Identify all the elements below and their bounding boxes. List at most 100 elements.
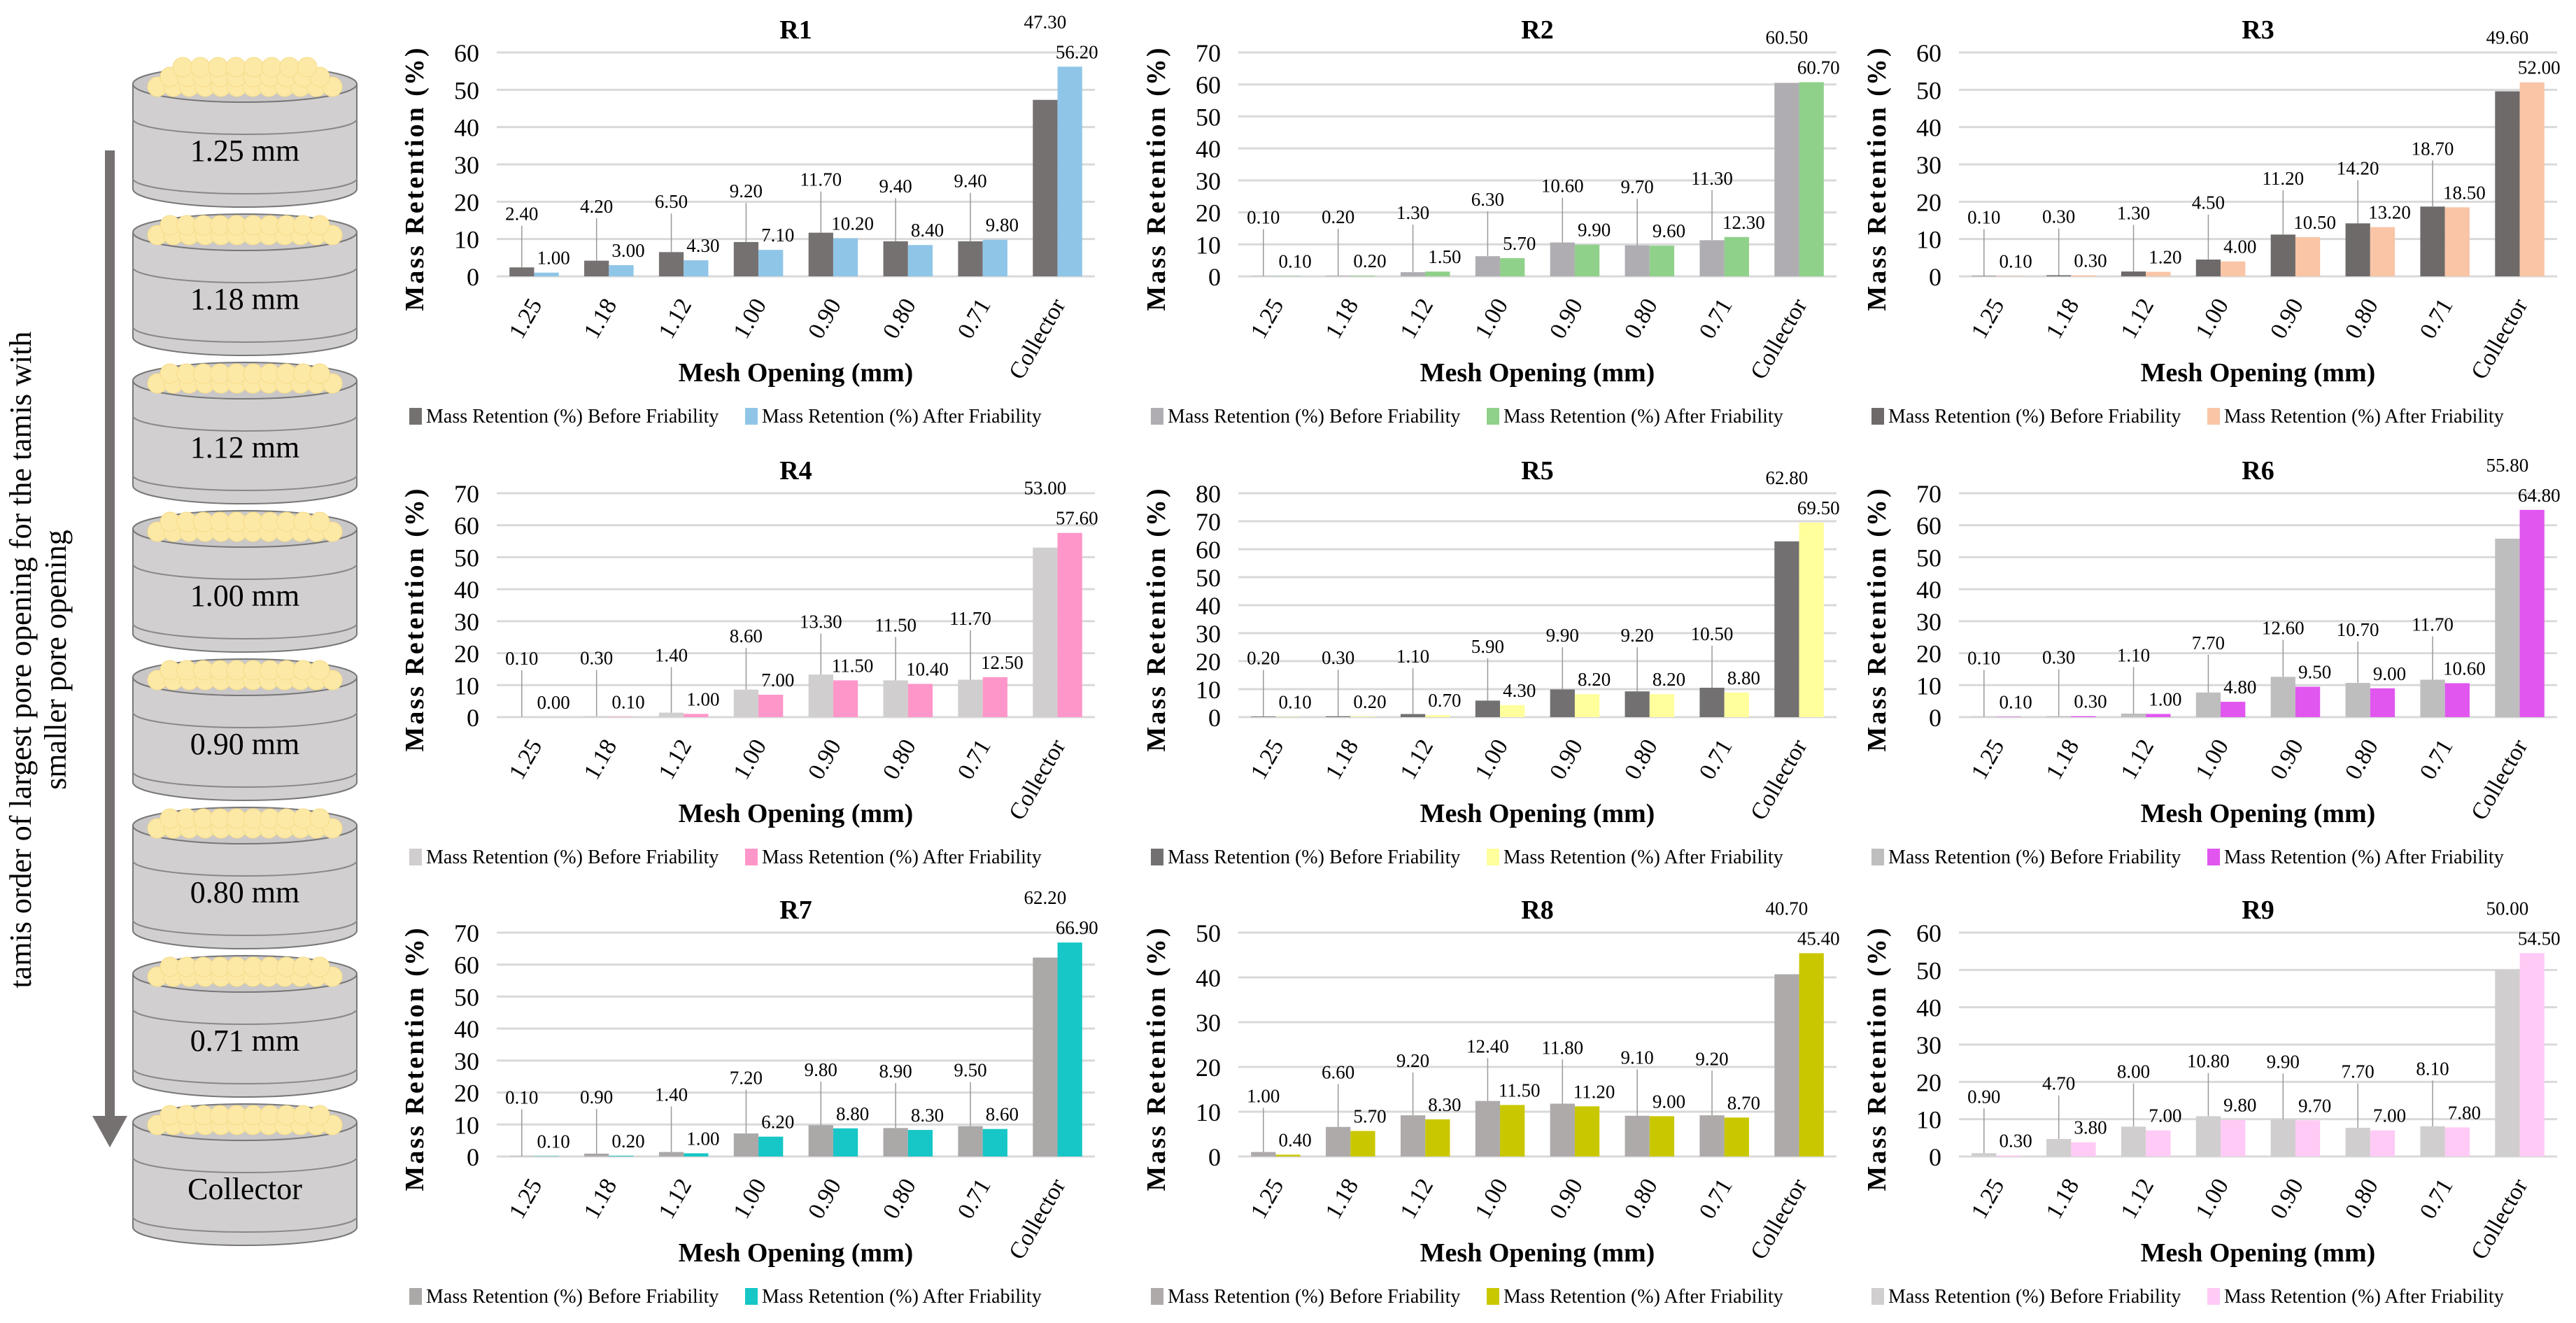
- chart-title: R2: [1521, 15, 1553, 45]
- bar-after: [2520, 510, 2545, 717]
- data-label: 6.60: [1322, 1062, 1354, 1083]
- legend-label: Mass Retention (%) Before Friability: [1168, 847, 1460, 868]
- y-tick-label: 50: [454, 76, 479, 104]
- y-tick-label: 30: [454, 151, 479, 179]
- data-label: 64.80: [2518, 485, 2561, 506]
- x-tick-label: 0.90: [1545, 1175, 1588, 1224]
- x-tick-label: Collector: [1004, 735, 1071, 825]
- x-tick-label: Collector: [2466, 294, 2533, 384]
- bar-after: [534, 273, 558, 276]
- data-label: 0.10: [1967, 206, 2000, 227]
- data-label: 9.90: [1546, 625, 1579, 646]
- bar-after: [2146, 714, 2170, 717]
- bead-icon: [310, 215, 330, 235]
- y-tick-label: 30: [1196, 1009, 1221, 1037]
- bar-after: [684, 1153, 708, 1156]
- x-axis-label: Mesh Opening (mm): [2141, 799, 2376, 828]
- bead-icon: [280, 57, 299, 77]
- data-label: 10.80: [2187, 1051, 2230, 1072]
- data-label: 9.20: [1621, 625, 1654, 646]
- bar-after: [1725, 1117, 1749, 1156]
- x-tick-label: 0.71: [953, 295, 996, 344]
- x-tick-label: 0.90: [2265, 295, 2309, 344]
- x-tick-label: 1.18: [579, 295, 622, 344]
- x-tick-label: 1.00: [728, 1175, 772, 1224]
- data-label: 1.00: [686, 688, 719, 709]
- data-label: 0.00: [537, 692, 569, 713]
- bar-before: [1401, 714, 1425, 717]
- data-label: 1.00: [1247, 1085, 1280, 1106]
- data-label: 8.80: [1727, 667, 1760, 688]
- x-tick-label: 1.25: [504, 735, 548, 784]
- y-tick-label: 30: [1196, 620, 1221, 648]
- x-tick-label: 0.80: [878, 735, 921, 784]
- y-tick-label: 10: [454, 672, 479, 700]
- x-tick-label: 1.12: [1395, 1175, 1438, 1224]
- x-tick-label: 1.25: [1967, 735, 2010, 784]
- bar-after: [2221, 262, 2245, 276]
- bar-before: [1699, 688, 1724, 717]
- bar-before: [1033, 548, 1057, 717]
- data-label: 1.30: [1396, 202, 1429, 223]
- data-label: 6.30: [1471, 189, 1504, 210]
- legend-swatch: [1487, 849, 1499, 865]
- data-label: 9.00: [2373, 663, 2406, 684]
- legend-swatch: [1151, 408, 1163, 425]
- data-label: 10.70: [2337, 619, 2379, 640]
- data-label: 1.40: [655, 644, 688, 665]
- bar-after: [758, 695, 783, 717]
- legend-swatch: [745, 408, 758, 425]
- bar-before: [659, 1152, 684, 1156]
- data-label: 57.60: [1056, 508, 1098, 529]
- y-tick-label: 50: [1916, 76, 1941, 104]
- bar-before: [809, 674, 833, 717]
- x-tick-label: 0.80: [2340, 295, 2384, 344]
- data-label: 56.20: [1056, 41, 1098, 62]
- x-tick-label: 1.00: [1470, 295, 1513, 344]
- data-label: 9.00: [1653, 1091, 1685, 1112]
- y-tick-label: 40: [1196, 135, 1221, 163]
- y-tick-label: 50: [454, 983, 479, 1011]
- bar-before: [958, 241, 982, 276]
- sieve-label: 1.12 mm: [190, 430, 299, 465]
- bar-after: [2445, 684, 2470, 717]
- data-label: 0.30: [1322, 647, 1354, 668]
- x-tick-label: 1.00: [728, 295, 772, 344]
- bar-after: [1799, 83, 1824, 276]
- x-tick-label: 1.18: [2041, 1175, 2084, 1224]
- bar-after: [2146, 1131, 2170, 1156]
- y-tick-label: 50: [1196, 919, 1221, 947]
- y-axis-label: Mass Retention (%): [1142, 926, 1171, 1191]
- legend-swatch: [1487, 1288, 1499, 1305]
- bar-before: [2420, 206, 2444, 276]
- bar-after: [908, 1130, 933, 1156]
- bar-before: [734, 242, 758, 276]
- sieve-label: Collector: [187, 1172, 302, 1206]
- data-label: 9.20: [1396, 1050, 1429, 1071]
- x-tick-label: Collector: [1004, 294, 1071, 384]
- data-label: 1.30: [2117, 203, 2150, 224]
- bar-before: [659, 713, 684, 717]
- legend-label: Mass Retention (%) After Friability: [1503, 1286, 1783, 1308]
- data-label: 9.80: [2223, 1095, 2256, 1116]
- data-label: 8.20: [1578, 669, 1611, 690]
- data-label: 4.20: [580, 196, 613, 217]
- data-label: 40.70: [1766, 898, 1809, 919]
- x-tick-label: 0.90: [1545, 295, 1588, 344]
- bar-after: [2445, 207, 2470, 276]
- data-label: 3.00: [611, 240, 644, 261]
- x-tick-label: 1.00: [728, 735, 772, 784]
- x-tick-label: 1.18: [1320, 1175, 1364, 1224]
- bar-before: [958, 680, 982, 717]
- y-axis-label: Mass Retention (%): [400, 45, 430, 311]
- sieve-label: 1.25 mm: [190, 134, 299, 168]
- x-tick-label: 0.71: [2415, 1175, 2458, 1224]
- data-label: 53.00: [1024, 478, 1067, 499]
- y-tick-label: 20: [1196, 1054, 1221, 1082]
- bar-after: [2221, 1120, 2245, 1156]
- x-tick-label: 0.71: [1694, 735, 1738, 784]
- x-tick-label: 1.12: [1395, 295, 1438, 344]
- bar-after: [1725, 237, 1749, 276]
